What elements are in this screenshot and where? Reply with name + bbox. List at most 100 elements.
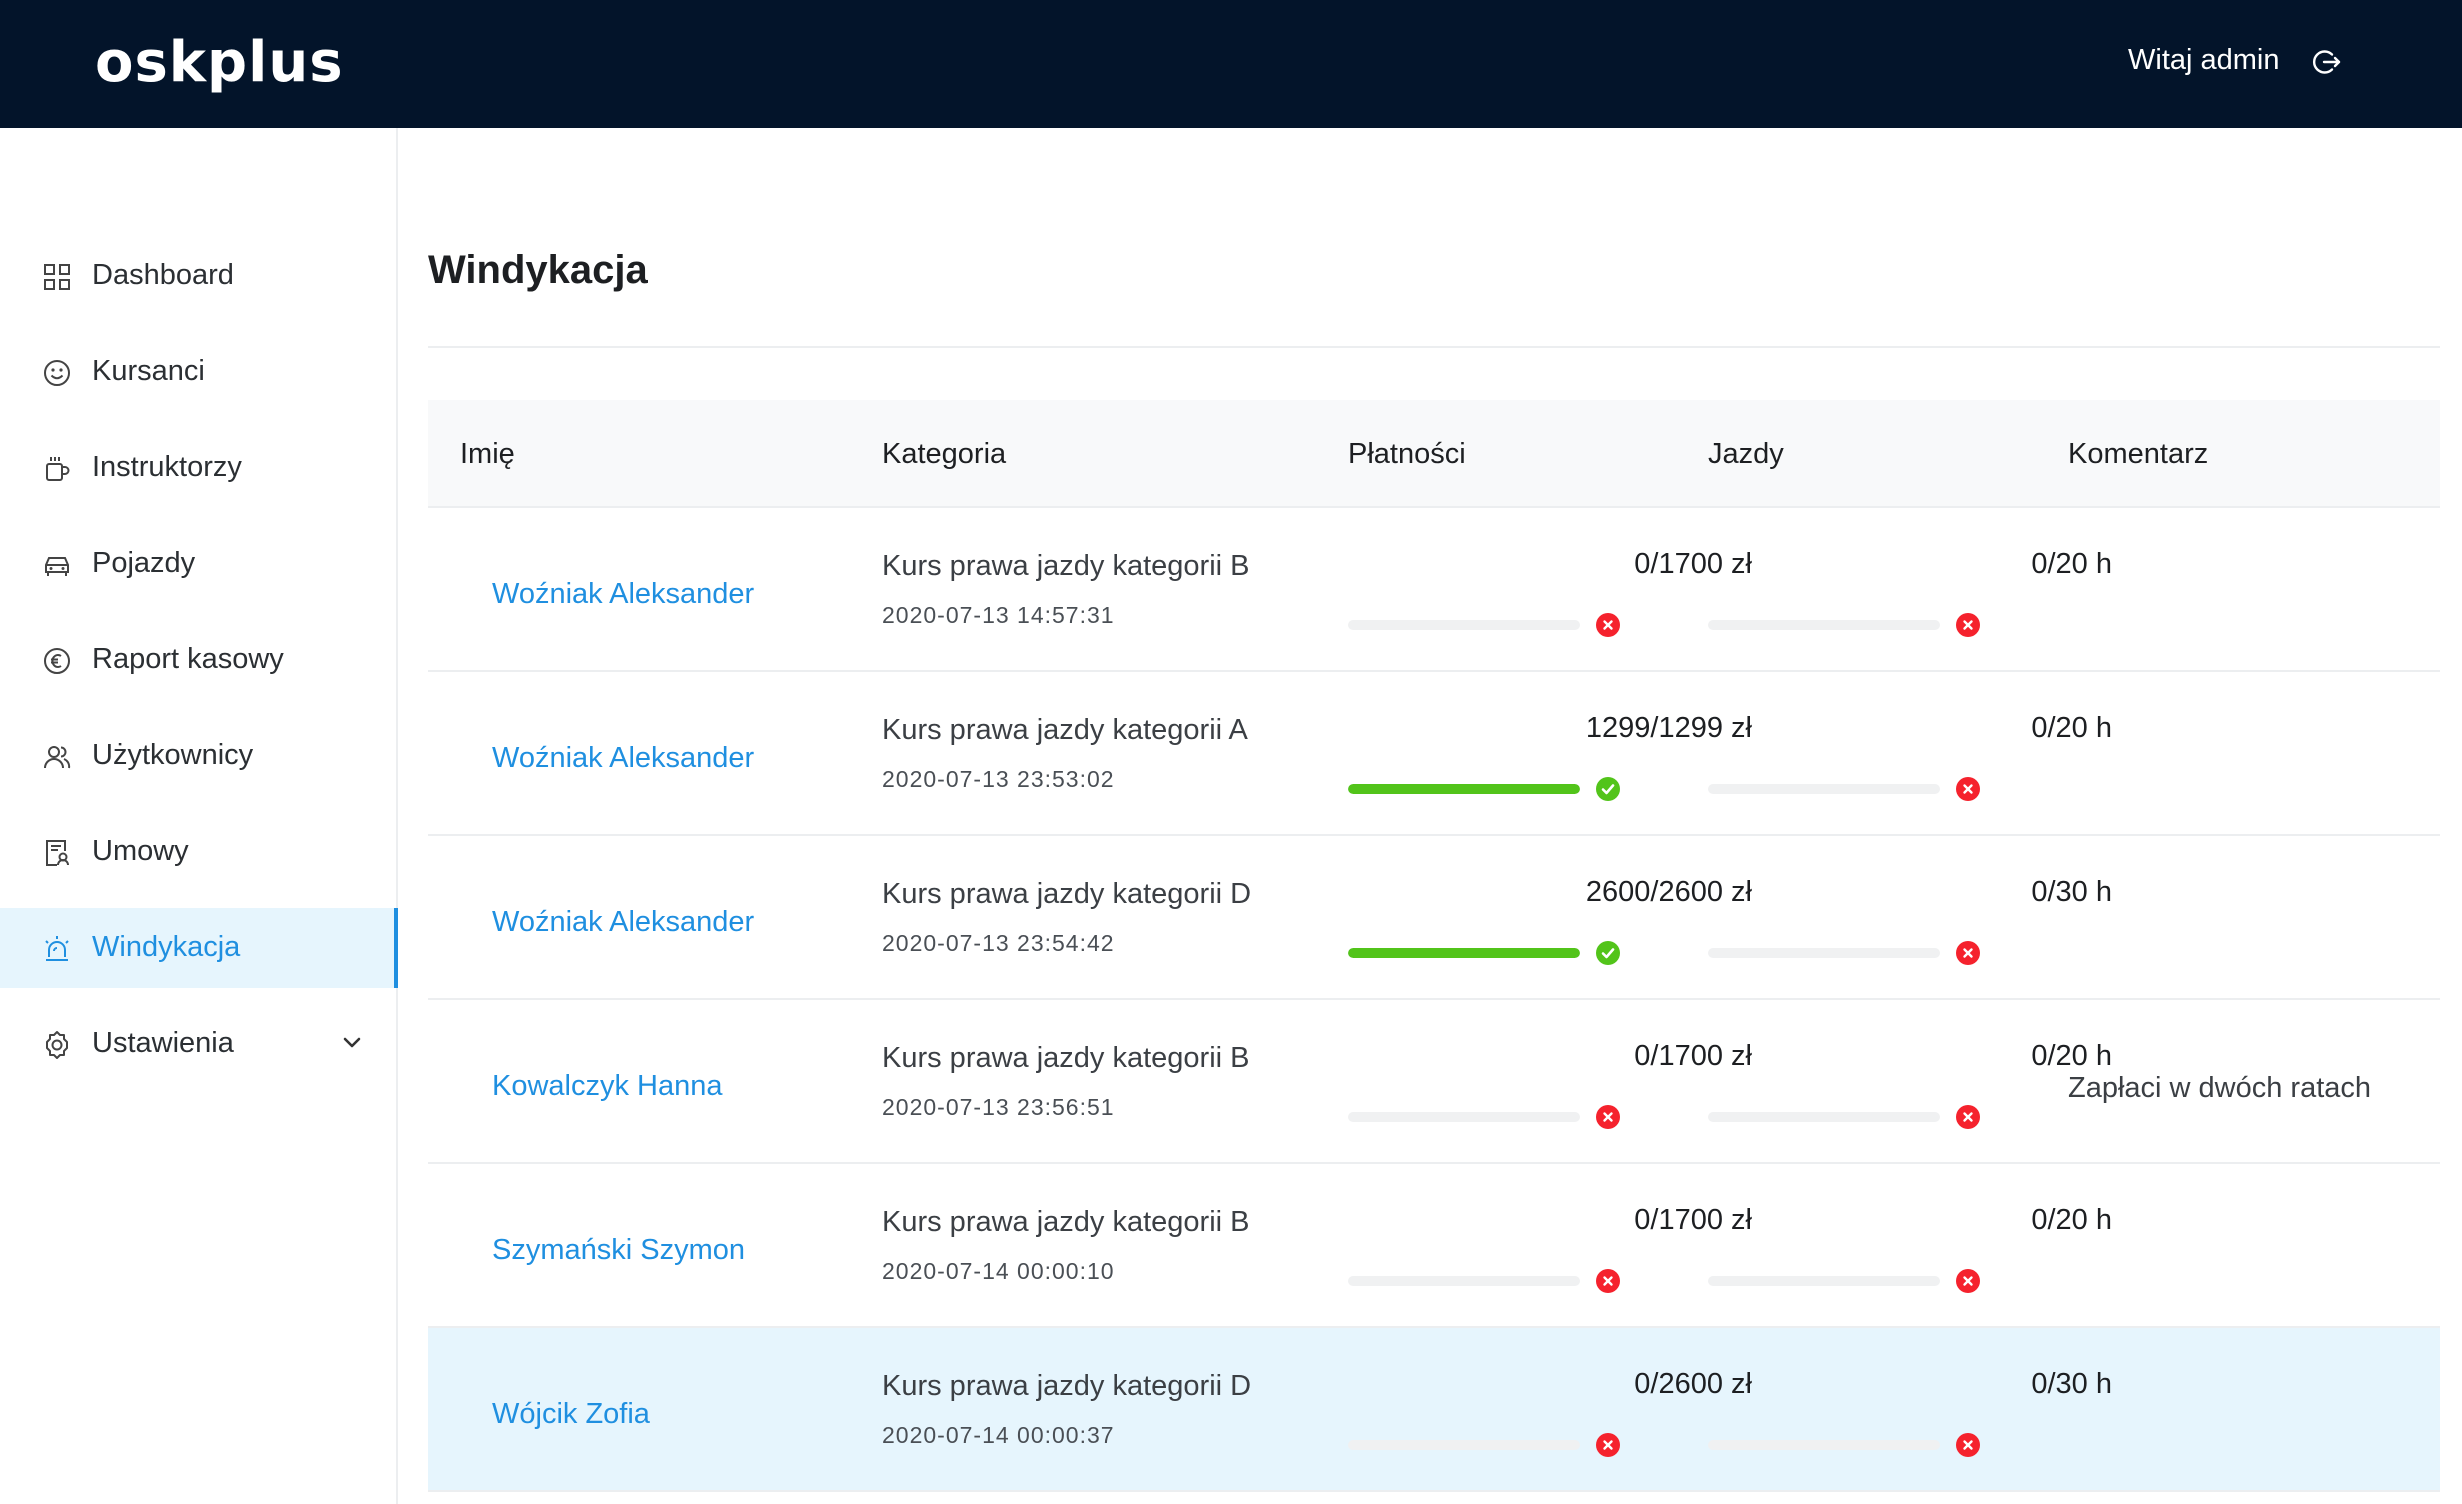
column-header-name[interactable]: Imię (460, 438, 515, 470)
payments-amount: 0/1700 zł (1634, 1040, 1752, 1072)
sidebar-item-windykacja[interactable]: Windykacja (0, 908, 398, 988)
sidebar: Dashboard Kursanci Instruktorzy Pojazdy … (0, 128, 398, 1504)
logout-icon[interactable] (2310, 46, 2342, 78)
rides-progress-bar (1708, 1440, 1940, 1450)
alert-icon (45, 936, 69, 961)
student-name-link[interactable]: Woźniak Aleksander (492, 742, 755, 774)
sidebar-item-label: Umowy (92, 835, 189, 867)
check-icon (1601, 784, 1615, 795)
close-icon (1963, 1440, 1973, 1450)
rides-status-icon (1956, 1269, 1980, 1293)
course-category: Kurs prawa jazdy kategorii D (882, 878, 1252, 910)
enrollment-date: 2020-07-13 23:54:42 (882, 930, 1115, 956)
rides-progress-bar (1708, 620, 1940, 630)
euro-icon (44, 648, 70, 674)
enrollment-date: 2020-07-13 14:57:31 (882, 602, 1115, 628)
enrollment-date: 2020-07-14 00:00:37 (882, 1422, 1115, 1448)
table-row[interactable]: Wójcik Zofia Kurs prawa jazdy kategorii D… (428, 1328, 2440, 1492)
close-icon (1603, 620, 1613, 630)
rides-status-icon (1956, 613, 1980, 637)
table-row[interactable]: Woźniak Aleksander Kurs prawa jazdy kateg… (428, 508, 2440, 672)
chevron-down-icon[interactable] (340, 1030, 364, 1054)
contract-icon (46, 840, 69, 866)
page-title: Windykacja (428, 248, 648, 292)
table-row[interactable]: Szymański Szymon Kurs prawa jazdy kategor… (428, 1164, 2440, 1328)
payments-status-icon (1596, 777, 1620, 801)
table-row[interactable]: Woźniak Aleksander Kurs prawa jazdy kateg… (428, 836, 2440, 1000)
rides-hours: 0/20 h (2031, 712, 2112, 744)
rides-progress-bar (1708, 784, 1940, 794)
course-category: Kurs prawa jazdy kategorii B (882, 1042, 1250, 1074)
student-name-link[interactable]: Woźniak Aleksander (492, 578, 755, 610)
close-icon (1963, 1276, 1973, 1286)
sidebar-item-label: Pojazdy (92, 547, 196, 579)
comment-text: Zapłaci w dwóch ratach (2068, 1072, 2372, 1104)
student-name-link[interactable]: Wójcik Zofia (492, 1398, 650, 1430)
payments-status-icon (1596, 941, 1620, 965)
column-header-rides[interactable]: Jazdy (1708, 438, 1784, 470)
rides-status-icon (1956, 941, 1980, 965)
payments-progress-bar (1348, 948, 1580, 958)
close-icon (1603, 1440, 1613, 1450)
rides-hours: 0/20 h (2031, 1204, 2112, 1236)
rides-progress-bar (1708, 948, 1940, 958)
rides-hours: 0/20 h (2031, 548, 2112, 580)
payments-progress-bar (1348, 620, 1580, 630)
column-header-category[interactable]: Kategoria (882, 438, 1007, 470)
sidebar-item-kursanci[interactable]: Kursanci (0, 332, 396, 412)
rides-hours: 0/30 h (2031, 1368, 2112, 1400)
student-name-link[interactable]: Kowalczyk Hanna (492, 1070, 723, 1102)
course-category: Kurs prawa jazdy kategorii D (882, 1370, 1252, 1402)
payments-status-icon (1596, 1433, 1620, 1457)
sidebar-item-ustawienia[interactable]: Ustawienia (0, 1004, 396, 1084)
close-icon (1603, 1276, 1613, 1286)
smile-icon (44, 360, 70, 386)
team-icon (44, 746, 71, 769)
payments-status-icon (1596, 1269, 1620, 1293)
grid-icon (44, 264, 70, 290)
enrollment-date: 2020-07-13 23:53:02 (882, 766, 1115, 792)
table-row[interactable]: Kowalczyk Hanna Kurs prawa jazdy kategori… (428, 1000, 2440, 1164)
column-header-comment[interactable]: Komentarz (2068, 438, 2209, 470)
sidebar-item-pojazdy[interactable]: Pojazdy (0, 524, 396, 604)
payments-progress-fill (1348, 948, 1580, 958)
check-icon (1601, 948, 1615, 959)
payments-amount: 0/1700 zł (1634, 548, 1752, 580)
sidebar-item-label: Raport kasowy (92, 643, 284, 675)
rides-hours: 0/20 h (2031, 1040, 2112, 1072)
sidebar-item-raport-kasowy[interactable]: Raport kasowy (0, 620, 396, 700)
app-logo[interactable]: oskplus (95, 30, 344, 95)
payments-progress-bar (1348, 1276, 1580, 1286)
sidebar-item-label: Instruktorzy (92, 451, 242, 483)
sidebar-item-dashboard[interactable]: Dashboard (0, 236, 396, 316)
column-header-payments[interactable]: Płatności (1348, 438, 1466, 470)
payments-amount: 1299/1299 zł (1585, 712, 1752, 744)
settings-icon (46, 1031, 68, 1059)
enrollment-date: 2020-07-13 23:56:51 (882, 1094, 1115, 1120)
student-name-link[interactable]: Woźniak Aleksander (492, 906, 755, 938)
user-greeting: Witaj admin (2128, 44, 2280, 76)
rides-progress-bar (1708, 1276, 1940, 1286)
course-category: Kurs prawa jazdy kategorii B (882, 550, 1250, 582)
payments-status-icon (1596, 613, 1620, 637)
close-icon (1963, 620, 1973, 630)
student-name-link[interactable]: Szymański Szymon (492, 1234, 746, 1266)
table-header: Imię Kategoria Płatności Jazdy Komentarz (428, 400, 2440, 508)
sidebar-item-label: Windykacja (92, 931, 241, 963)
table-row[interactable]: Woźniak Aleksander Kurs prawa jazdy kateg… (428, 672, 2440, 836)
sidebar-item-uzytkownicy[interactable]: Użytkownicy (0, 716, 396, 796)
sidebar-item-instruktorzy[interactable]: Instruktorzy (0, 428, 396, 508)
enrollment-date: 2020-07-14 00:00:10 (882, 1258, 1115, 1284)
sidebar-item-label: Kursanci (92, 355, 205, 387)
sidebar-item-label: Ustawienia (92, 1027, 234, 1059)
close-icon (1963, 948, 1973, 958)
car-icon (45, 557, 69, 576)
payments-progress-bar (1348, 1440, 1580, 1450)
close-icon (1963, 1112, 1973, 1122)
rides-status-icon (1956, 777, 1980, 801)
sidebar-item-label: Użytkownicy (92, 739, 254, 771)
debt-collection-table: Imię Kategoria Płatności Jazdy Komentarz… (428, 400, 2440, 1492)
sidebar-item-umowy[interactable]: Umowy (0, 812, 396, 892)
payments-amount: 0/2600 zł (1634, 1368, 1752, 1400)
rides-hours: 0/30 h (2031, 876, 2112, 908)
